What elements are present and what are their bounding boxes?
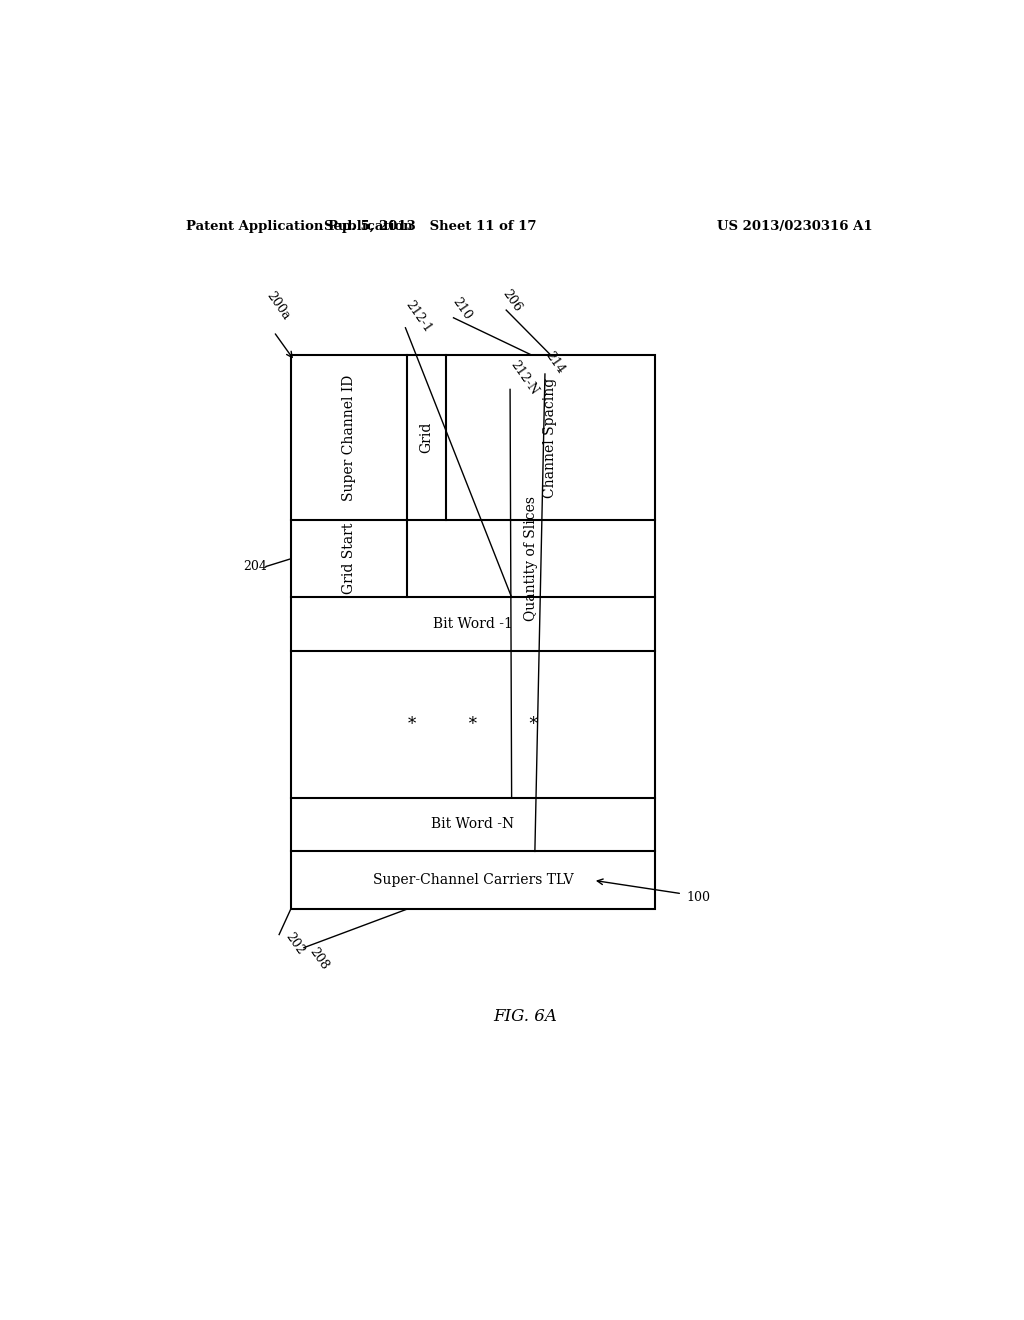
Text: 200a: 200a bbox=[263, 289, 292, 323]
Text: 202: 202 bbox=[283, 931, 307, 957]
Text: 204: 204 bbox=[243, 560, 266, 573]
Text: Grid Start: Grid Start bbox=[342, 523, 356, 594]
Text: Bit Word -N: Bit Word -N bbox=[431, 817, 514, 832]
Text: 100: 100 bbox=[686, 891, 710, 904]
Text: 206: 206 bbox=[500, 288, 524, 314]
Text: 214: 214 bbox=[543, 348, 567, 376]
Text: 208: 208 bbox=[306, 945, 331, 973]
Bar bbox=[291, 355, 655, 909]
Text: Super Channel ID: Super Channel ID bbox=[342, 375, 356, 500]
Text: Patent Application Publication: Patent Application Publication bbox=[186, 219, 413, 232]
Text: Grid: Grid bbox=[420, 422, 433, 453]
Text: Super-Channel Carriers TLV: Super-Channel Carriers TLV bbox=[373, 874, 573, 887]
Text: Channel Spacing: Channel Spacing bbox=[544, 378, 557, 498]
Text: Quantity of Slices: Quantity of Slices bbox=[524, 496, 538, 622]
Text: FIG. 6A: FIG. 6A bbox=[493, 1008, 557, 1026]
Text: Bit Word -1: Bit Word -1 bbox=[433, 618, 513, 631]
Text: Sep. 5, 2013   Sheet 11 of 17: Sep. 5, 2013 Sheet 11 of 17 bbox=[324, 219, 537, 232]
Text: US 2013/0230316 A1: US 2013/0230316 A1 bbox=[717, 219, 872, 232]
Text: *          *          *: * * * bbox=[408, 715, 538, 733]
Text: 210: 210 bbox=[450, 296, 474, 322]
Text: 212-1: 212-1 bbox=[403, 298, 434, 335]
Text: 212-N: 212-N bbox=[508, 358, 541, 397]
